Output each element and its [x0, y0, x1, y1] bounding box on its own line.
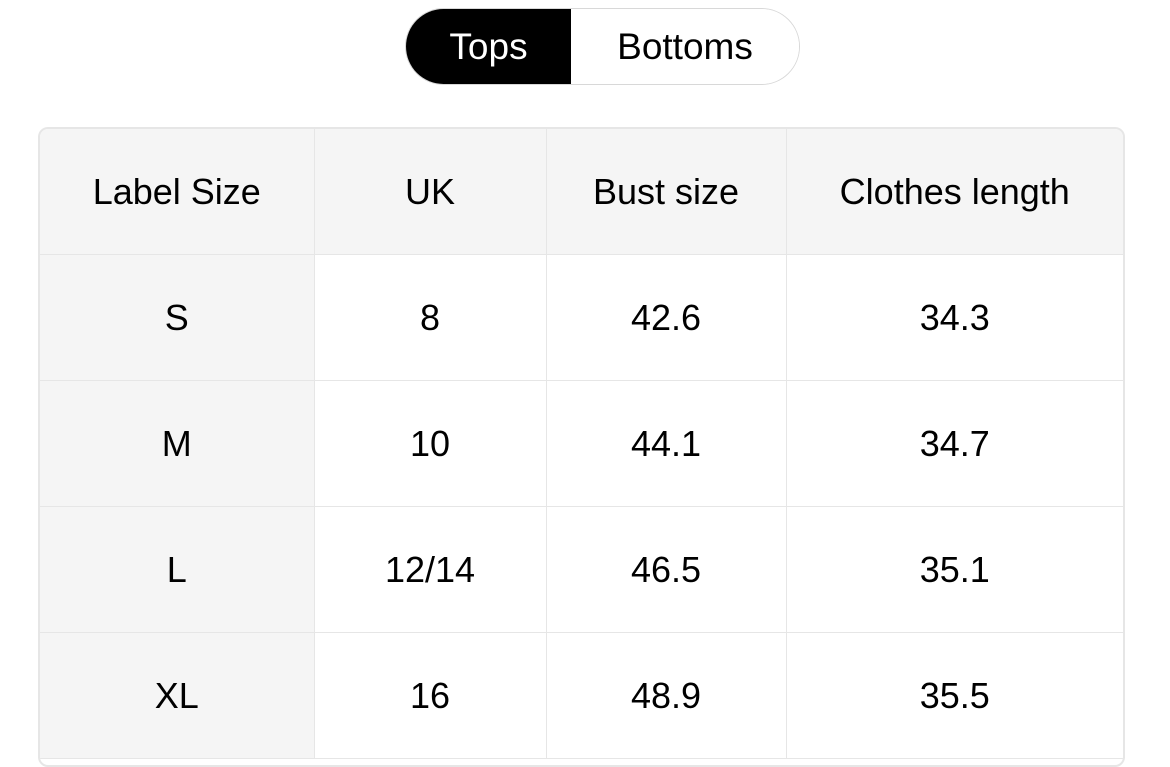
cell-bust-size: 42.6 [546, 254, 787, 381]
cell-uk: 16 [314, 632, 547, 759]
cell-label-size: M [40, 380, 315, 507]
cell-label-size: S [40, 254, 315, 381]
cell-bust-size: 44.1 [546, 380, 787, 507]
header-uk: UK [314, 129, 547, 255]
header-label-size: Label Size [40, 129, 315, 255]
tab-bottoms[interactable]: Bottoms [571, 9, 799, 84]
cell-uk: 10 [314, 380, 547, 507]
header-clothes-length: Clothes length [786, 129, 1123, 255]
table-row: M 10 44.1 34.7 [40, 380, 1123, 507]
cell-clothes-length: 35.5 [786, 632, 1123, 759]
cell-bust-size: 48.9 [546, 632, 787, 759]
size-chart-table: Label Size UK Bust size Clothes length S… [38, 127, 1125, 767]
table-row: XL 16 48.9 35.5 [40, 632, 1123, 759]
header-bust-size: Bust size [546, 129, 787, 255]
cell-uk: 8 [314, 254, 547, 381]
table-row: L 12/14 46.5 35.1 [40, 506, 1123, 633]
cell-label-size: XL [40, 632, 315, 759]
cell-clothes-length: 34.3 [786, 254, 1123, 381]
cell-clothes-length: 35.1 [786, 506, 1123, 633]
table-row: S 8 42.6 34.3 [40, 254, 1123, 381]
cell-bust-size: 46.5 [546, 506, 787, 633]
cell-label-size: L [40, 506, 315, 633]
table-header-row: Label Size UK Bust size Clothes length [40, 129, 1123, 255]
cell-clothes-length: 34.7 [786, 380, 1123, 507]
category-toggle: Tops Bottoms [405, 8, 800, 85]
cell-uk: 12/14 [314, 506, 547, 633]
tab-tops[interactable]: Tops [406, 9, 571, 84]
